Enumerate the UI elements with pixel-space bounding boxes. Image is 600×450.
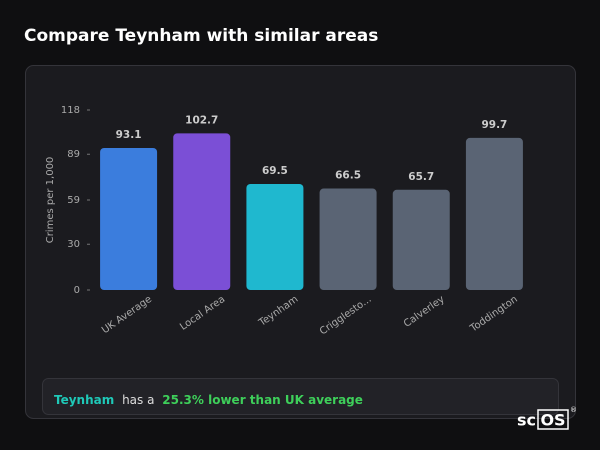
bar xyxy=(246,183,304,290)
note-box xyxy=(42,378,559,415)
y-tick-label: 89 xyxy=(67,149,80,160)
bar xyxy=(173,133,231,290)
value-label: 93.1 xyxy=(116,129,142,141)
value-label: 102.7 xyxy=(185,114,218,126)
logo-boxed: OS xyxy=(540,411,565,430)
bar xyxy=(100,147,158,290)
note: Teynham has a 25.3% lower than UK averag… xyxy=(54,393,363,407)
note-emphasis: 25.3% lower than UK average xyxy=(162,393,363,407)
value-label: 65.7 xyxy=(408,171,434,183)
note-highlight: Teynham xyxy=(54,393,114,407)
y-tick-label: 118 xyxy=(61,105,80,116)
logo-box xyxy=(537,409,569,430)
value-label: 99.7 xyxy=(481,119,507,131)
y-axis-label: Crimes per 1,000 xyxy=(45,157,56,244)
logo-mark: ® xyxy=(570,406,577,414)
bar xyxy=(465,137,523,290)
y-tick-label: 59 xyxy=(67,195,80,206)
y-tick-label: 30 xyxy=(67,239,80,250)
value-label: 66.5 xyxy=(335,170,361,182)
bar xyxy=(319,188,377,290)
chart-title: Compare Teynham with similar areas xyxy=(24,26,378,46)
note-text: has a xyxy=(122,393,154,407)
y-tick-label: 0 xyxy=(74,285,80,296)
value-label: 69.5 xyxy=(262,165,288,177)
logo-left: sc xyxy=(517,411,536,430)
bar xyxy=(392,189,450,290)
